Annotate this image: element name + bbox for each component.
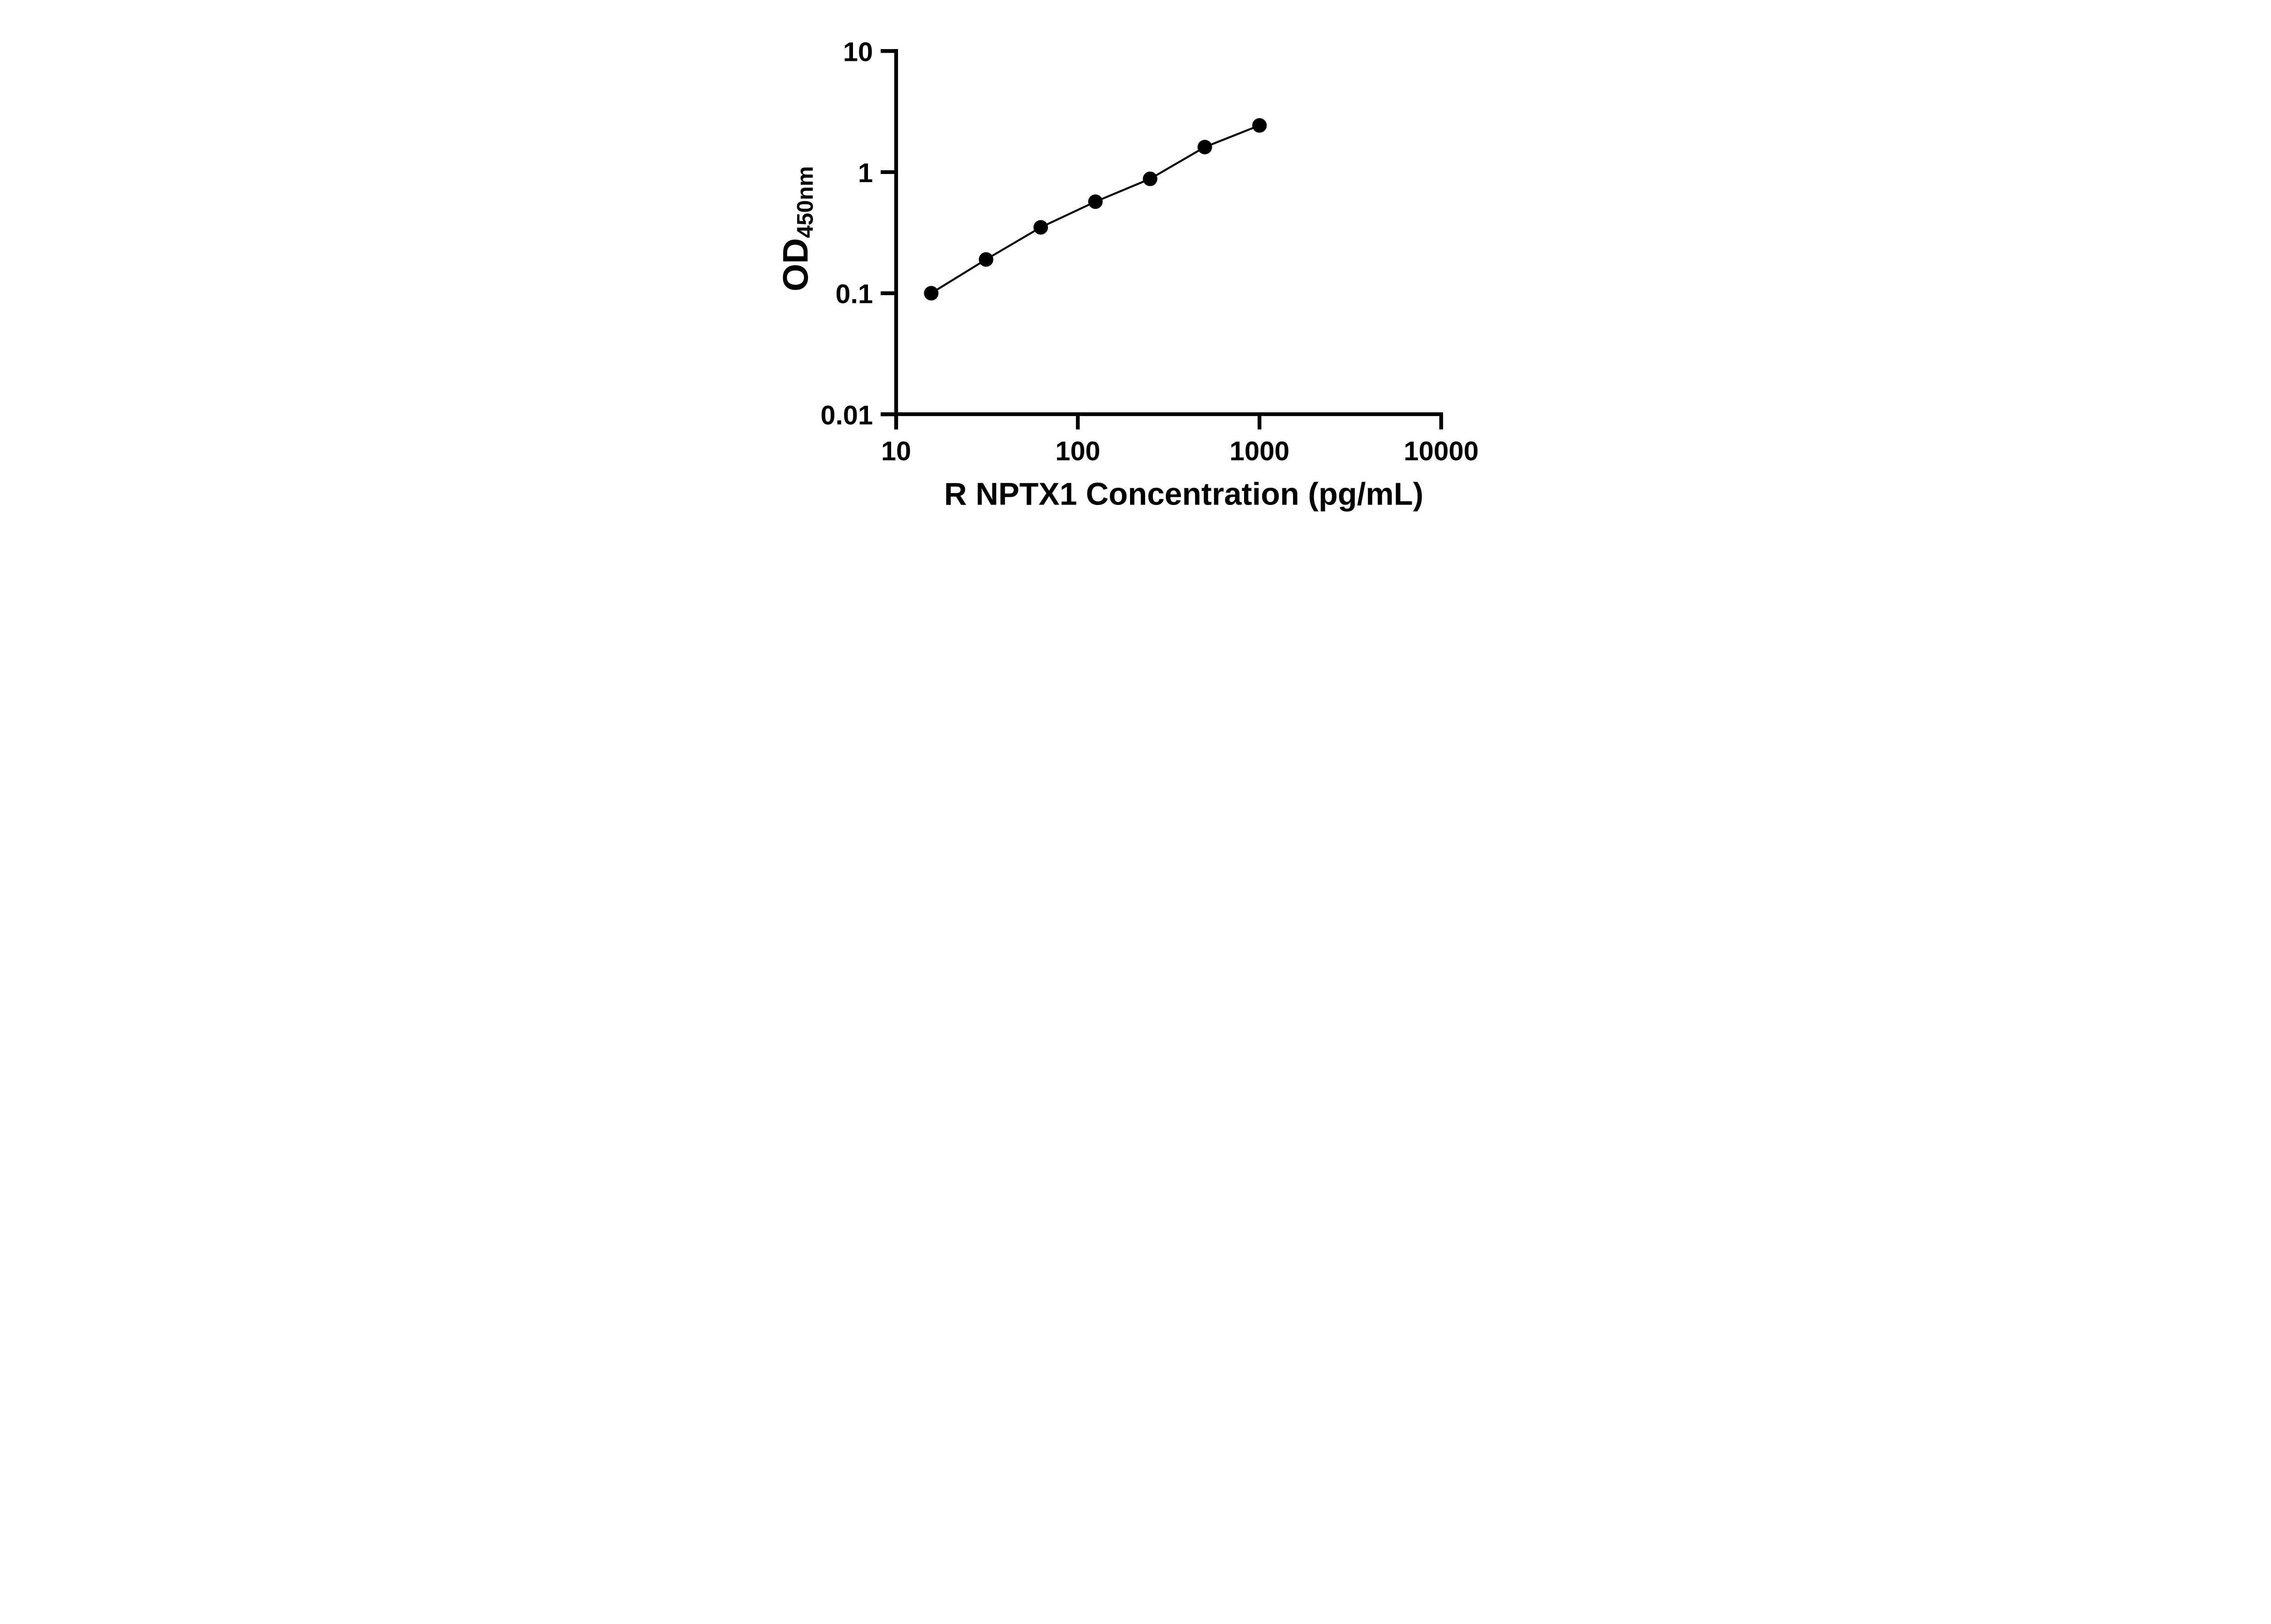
data-point bbox=[1252, 118, 1267, 133]
x-tick-label: 10 bbox=[881, 436, 911, 466]
chart-canvas: 10 1 0.1 0.01 10 100 1000 10000 R NPTX1 Concent… bbox=[775, 36, 1479, 512]
y-axis-title-main: OD bbox=[775, 238, 815, 292]
series-layer bbox=[924, 118, 1267, 301]
data-point bbox=[1197, 139, 1212, 154]
data-point bbox=[1033, 220, 1048, 235]
x-tick-label: 1000 bbox=[1230, 436, 1289, 466]
data-point bbox=[978, 252, 993, 267]
data-point bbox=[1088, 194, 1103, 209]
data-point bbox=[924, 286, 939, 301]
x-axis-title: R NPTX1 Concentration (pg/mL) bbox=[944, 476, 1423, 512]
y-tick-label: 0.1 bbox=[836, 279, 873, 309]
x-tick-label: 100 bbox=[1056, 436, 1101, 466]
tick-layer: 10 1 0.1 0.01 10 100 1000 10000 bbox=[821, 36, 1479, 466]
axes-layer bbox=[881, 49, 1443, 430]
y-axis-title-subscript: 450nm bbox=[793, 166, 818, 238]
y-tick-label: 0.01 bbox=[821, 400, 873, 430]
chart-figure: 10 1 0.1 0.01 10 100 1000 10000 R NPTX1 Concent… bbox=[746, 0, 1525, 541]
x-tick-label: 10000 bbox=[1404, 436, 1479, 466]
y-tick-label: 1 bbox=[858, 158, 873, 188]
y-tick-label: 10 bbox=[843, 36, 873, 67]
data-point bbox=[1143, 171, 1158, 186]
y-axis-title: OD450nm bbox=[775, 166, 818, 292]
